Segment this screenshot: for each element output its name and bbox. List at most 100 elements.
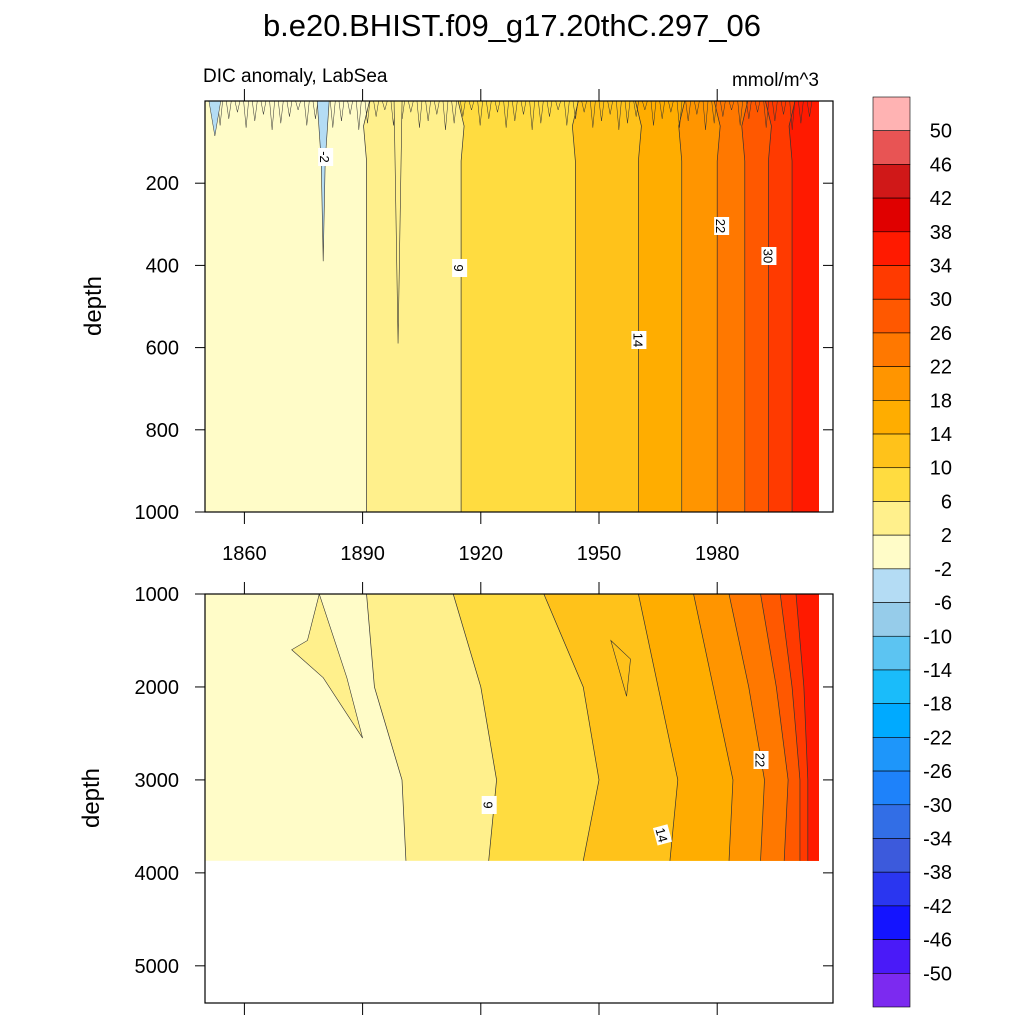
upper-surface-contour bbox=[468, 101, 475, 111]
upper-surface-contour bbox=[312, 101, 319, 119]
upper-surface-contour bbox=[572, 101, 579, 119]
upper-surface-contour bbox=[607, 101, 613, 115]
upper-surface-contour bbox=[494, 101, 501, 113]
upper-surface-contour bbox=[347, 101, 353, 115]
colorbar-swatch bbox=[872, 804, 911, 839]
upper-contour-labels: -2 9 14 22 30 bbox=[317, 148, 777, 349]
colorbar-swatch bbox=[872, 433, 911, 469]
colorbar-label: 38 bbox=[930, 222, 952, 244]
upper-surface-contour bbox=[416, 101, 423, 128]
lower-y-tick-label: 5000 bbox=[135, 956, 180, 978]
colorbar-swatch bbox=[872, 534, 911, 570]
lower-contour-label: 9 bbox=[481, 796, 497, 814]
upper-surface-contour bbox=[243, 101, 249, 128]
upper-surface-contour bbox=[676, 101, 683, 128]
colorbar-label: 50 bbox=[930, 121, 952, 143]
svg-text:-2: -2 bbox=[317, 151, 332, 163]
lower-y-tick-label: 1000 bbox=[135, 584, 180, 606]
upper-surface-contour bbox=[460, 101, 466, 117]
upper-surface-contour bbox=[624, 101, 631, 124]
upper-contour-line-30 bbox=[765, 101, 772, 512]
svg-text:30: 30 bbox=[760, 249, 775, 263]
lower-contour-line-18 bbox=[693, 594, 734, 861]
upper-surface-contour bbox=[598, 101, 605, 122]
svg-text:9: 9 bbox=[481, 801, 496, 808]
lower-contour-line-10 bbox=[543, 594, 600, 861]
upper-surface-contour bbox=[451, 101, 457, 124]
lower-y-axis-label: depth bbox=[78, 768, 105, 828]
lower-contour-line-30 bbox=[779, 594, 801, 861]
upper-surface-contour bbox=[538, 101, 544, 124]
upper-plot-frame bbox=[204, 100, 834, 513]
colorbar-swatch bbox=[872, 838, 911, 873]
colorbar-swatch bbox=[872, 298, 911, 334]
upper-surface-contour bbox=[685, 101, 691, 122]
upper-surface-contour bbox=[633, 101, 639, 117]
colorbar-swatch bbox=[872, 231, 911, 266]
lower-contour-labels: 9 14 22 bbox=[481, 751, 769, 846]
svg-text:22: 22 bbox=[753, 753, 768, 767]
lower-positive-blob bbox=[291, 594, 363, 739]
colorbar-swatch bbox=[872, 130, 911, 165]
colorbar-swatch bbox=[872, 871, 911, 907]
colorbar-label: 34 bbox=[930, 256, 952, 278]
upper-surface-contour bbox=[356, 101, 362, 130]
upper-surface-contour bbox=[772, 101, 778, 122]
chart-title: b.e20.BHIST.f09_g17.20thC.297_06 bbox=[263, 8, 761, 43]
upper-surface-contour bbox=[295, 101, 301, 111]
colorbar-label: 10 bbox=[930, 458, 952, 480]
svg-text:14: 14 bbox=[652, 826, 670, 844]
colorbar-label: -10 bbox=[923, 626, 952, 648]
upper-panel: -2 9 14 22 30 200 400 600 800 1000 depth bbox=[80, 100, 834, 524]
colorbar-label: 6 bbox=[941, 491, 952, 513]
colorbar-label: 22 bbox=[930, 357, 952, 379]
upper-y-tick-label: 800 bbox=[146, 420, 179, 442]
colorbar-label: -34 bbox=[923, 828, 952, 850]
upper-contour-line-34 bbox=[788, 101, 796, 512]
upper-surface-contour bbox=[477, 101, 483, 126]
upper-surface-contour bbox=[278, 101, 284, 124]
upper-y-tick-label: 600 bbox=[146, 338, 179, 360]
x-tick-label: 1920 bbox=[459, 543, 504, 565]
svg-text:14: 14 bbox=[630, 333, 645, 347]
upper-surface-contour bbox=[720, 101, 726, 117]
colorbar-label: -38 bbox=[923, 862, 952, 884]
colorbar-swatch bbox=[872, 400, 911, 435]
lower-contour-line-34 bbox=[795, 594, 809, 861]
colorbar-swatch bbox=[872, 939, 911, 974]
colorbar: 50 46 42 38 34 30 26 22 18 14 10 6 2 -2 -6 -10 -14 -18 -22… bbox=[872, 96, 952, 1008]
upper-surface-contour bbox=[226, 101, 232, 119]
upper-negative-patch bbox=[208, 101, 222, 137]
upper-contour-line-10 bbox=[572, 101, 579, 512]
upper-surface-contour bbox=[408, 101, 414, 113]
upper-contour-label: 30 bbox=[760, 247, 777, 265]
colorbar-label: 2 bbox=[941, 525, 952, 547]
colorbar-label: -26 bbox=[923, 761, 952, 783]
lower-contour-line-2 bbox=[366, 594, 407, 861]
colorbar-swatch bbox=[872, 905, 911, 940]
lower-contour-fills bbox=[205, 594, 819, 861]
upper-contour-line-18 bbox=[678, 101, 686, 512]
upper-y-tick-label: 400 bbox=[146, 255, 179, 277]
upper-y-axis-label: depth bbox=[80, 276, 107, 336]
upper-surface-contour bbox=[806, 101, 813, 117]
upper-surface-contour bbox=[754, 101, 761, 113]
colorbar-label: 42 bbox=[930, 188, 952, 210]
upper-surface-contour bbox=[564, 101, 570, 126]
upper-surface-contour bbox=[546, 101, 553, 117]
lower-y-tick-label: 4000 bbox=[135, 863, 180, 885]
lower-contour-line-22 bbox=[728, 594, 765, 861]
colorbar-label: -6 bbox=[934, 593, 952, 615]
colorbar-swatch bbox=[872, 972, 911, 1008]
x-tick-label: 1980 bbox=[695, 543, 740, 565]
colorbar-label: 30 bbox=[930, 289, 952, 311]
colorbar-label: -42 bbox=[923, 896, 952, 918]
upper-contour-line-26 bbox=[741, 101, 749, 512]
upper-surface-contour bbox=[763, 101, 769, 128]
upper-surface-contour bbox=[520, 101, 527, 115]
upper-surface-contour bbox=[234, 101, 241, 113]
colorbar-swatch bbox=[872, 467, 911, 502]
colorbar-swatch bbox=[872, 197, 911, 233]
colorbar-label: -22 bbox=[923, 727, 952, 749]
